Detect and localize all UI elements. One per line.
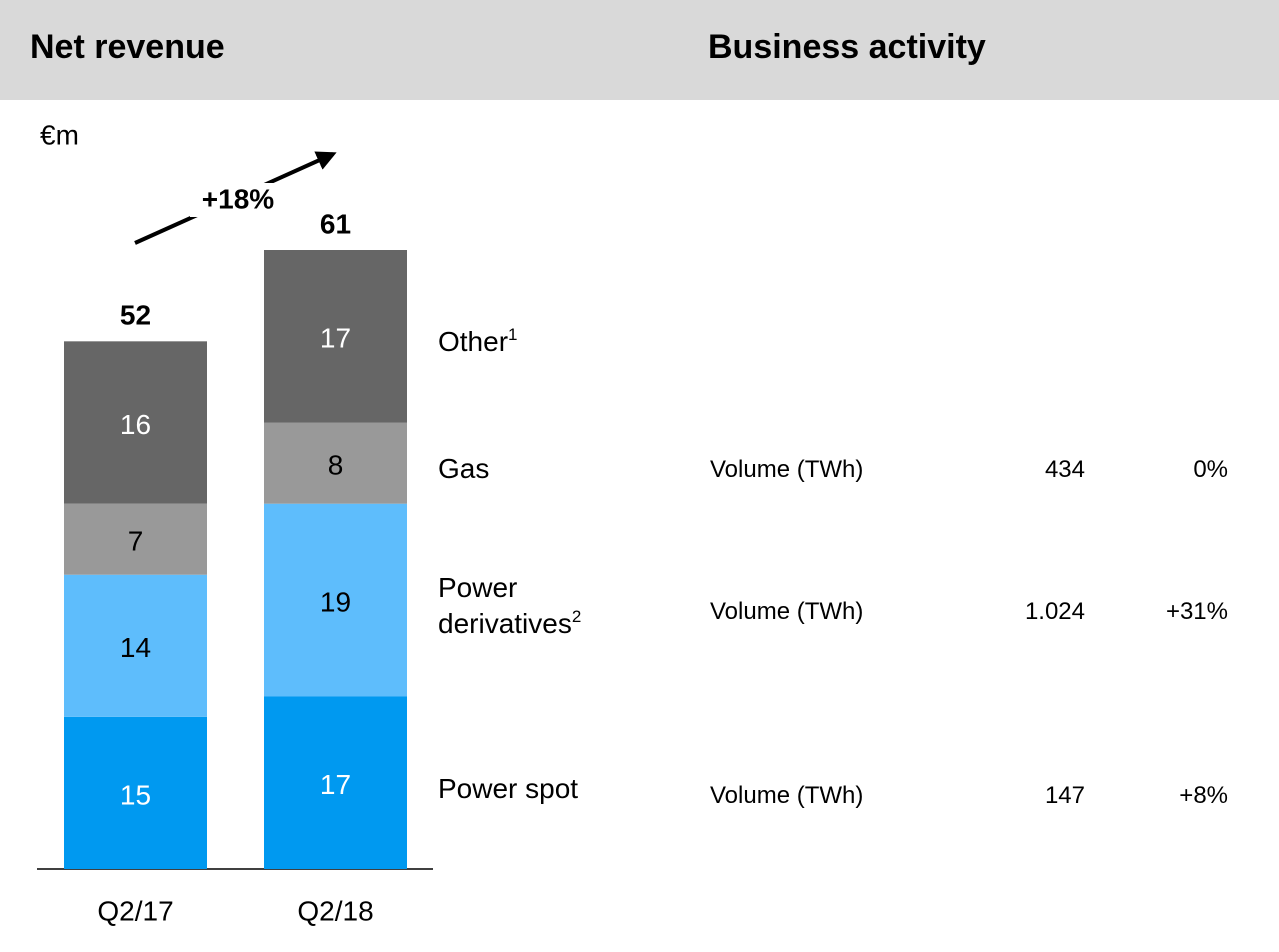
total-label: 61	[320, 208, 351, 239]
unit-label: €m	[40, 119, 79, 150]
activity-change: +31%	[1165, 598, 1228, 625]
legend-label: Other	[438, 326, 509, 358]
activity-change: +8%	[1179, 782, 1228, 809]
activity-label: Volume (TWh)	[710, 598, 864, 625]
legend-item: Power derivatives2	[438, 570, 608, 642]
bar-segment	[264, 422, 407, 504]
segment-label: 15	[120, 779, 151, 810]
header-title: Business activity	[708, 28, 986, 66]
activity-label: Volume (TWh)	[710, 782, 864, 809]
legend-label: Power spot	[438, 772, 579, 804]
footnote-mark: 1	[508, 325, 518, 345]
activity-value: 1.024	[1024, 598, 1085, 625]
bar-segment	[264, 503, 407, 697]
segment-label: 14	[120, 632, 151, 663]
segment-label: 17	[320, 323, 351, 354]
bar-segment	[64, 503, 207, 575]
segment-label: 19	[320, 586, 351, 617]
activity-value: 434	[1044, 456, 1085, 483]
x-tick-label: Q2/18	[297, 895, 373, 926]
total-label: 52	[120, 300, 151, 331]
legend-label: Power derivatives	[438, 572, 572, 640]
segment-label: 8	[328, 449, 344, 480]
legend-item: Other1	[438, 324, 608, 360]
x-tick-label: Q2/17	[97, 895, 173, 926]
footnote-mark: 2	[571, 607, 582, 627]
bar-segment	[64, 574, 207, 717]
bar-segment	[64, 716, 207, 869]
bar-segment	[264, 696, 407, 869]
header-title: Net revenue	[30, 28, 225, 66]
activity-change: 0%	[1193, 456, 1228, 483]
bar-segment	[264, 250, 407, 423]
header-band: Net revenue Business activity	[0, 0, 1279, 100]
activity-value: 147	[1044, 782, 1085, 809]
legend-item: Gas	[438, 451, 608, 487]
legend-label: Gas	[438, 453, 490, 485]
annotation-bg	[190, 183, 286, 217]
bar-segment	[64, 341, 207, 504]
legend-item: Power spot	[438, 771, 608, 807]
growth-annotation: +18%	[202, 183, 274, 214]
activity-label: Volume (TWh)	[710, 456, 864, 483]
segment-label: 16	[120, 409, 151, 440]
segment-label: 7	[128, 526, 144, 557]
segment-label: 17	[320, 769, 351, 800]
